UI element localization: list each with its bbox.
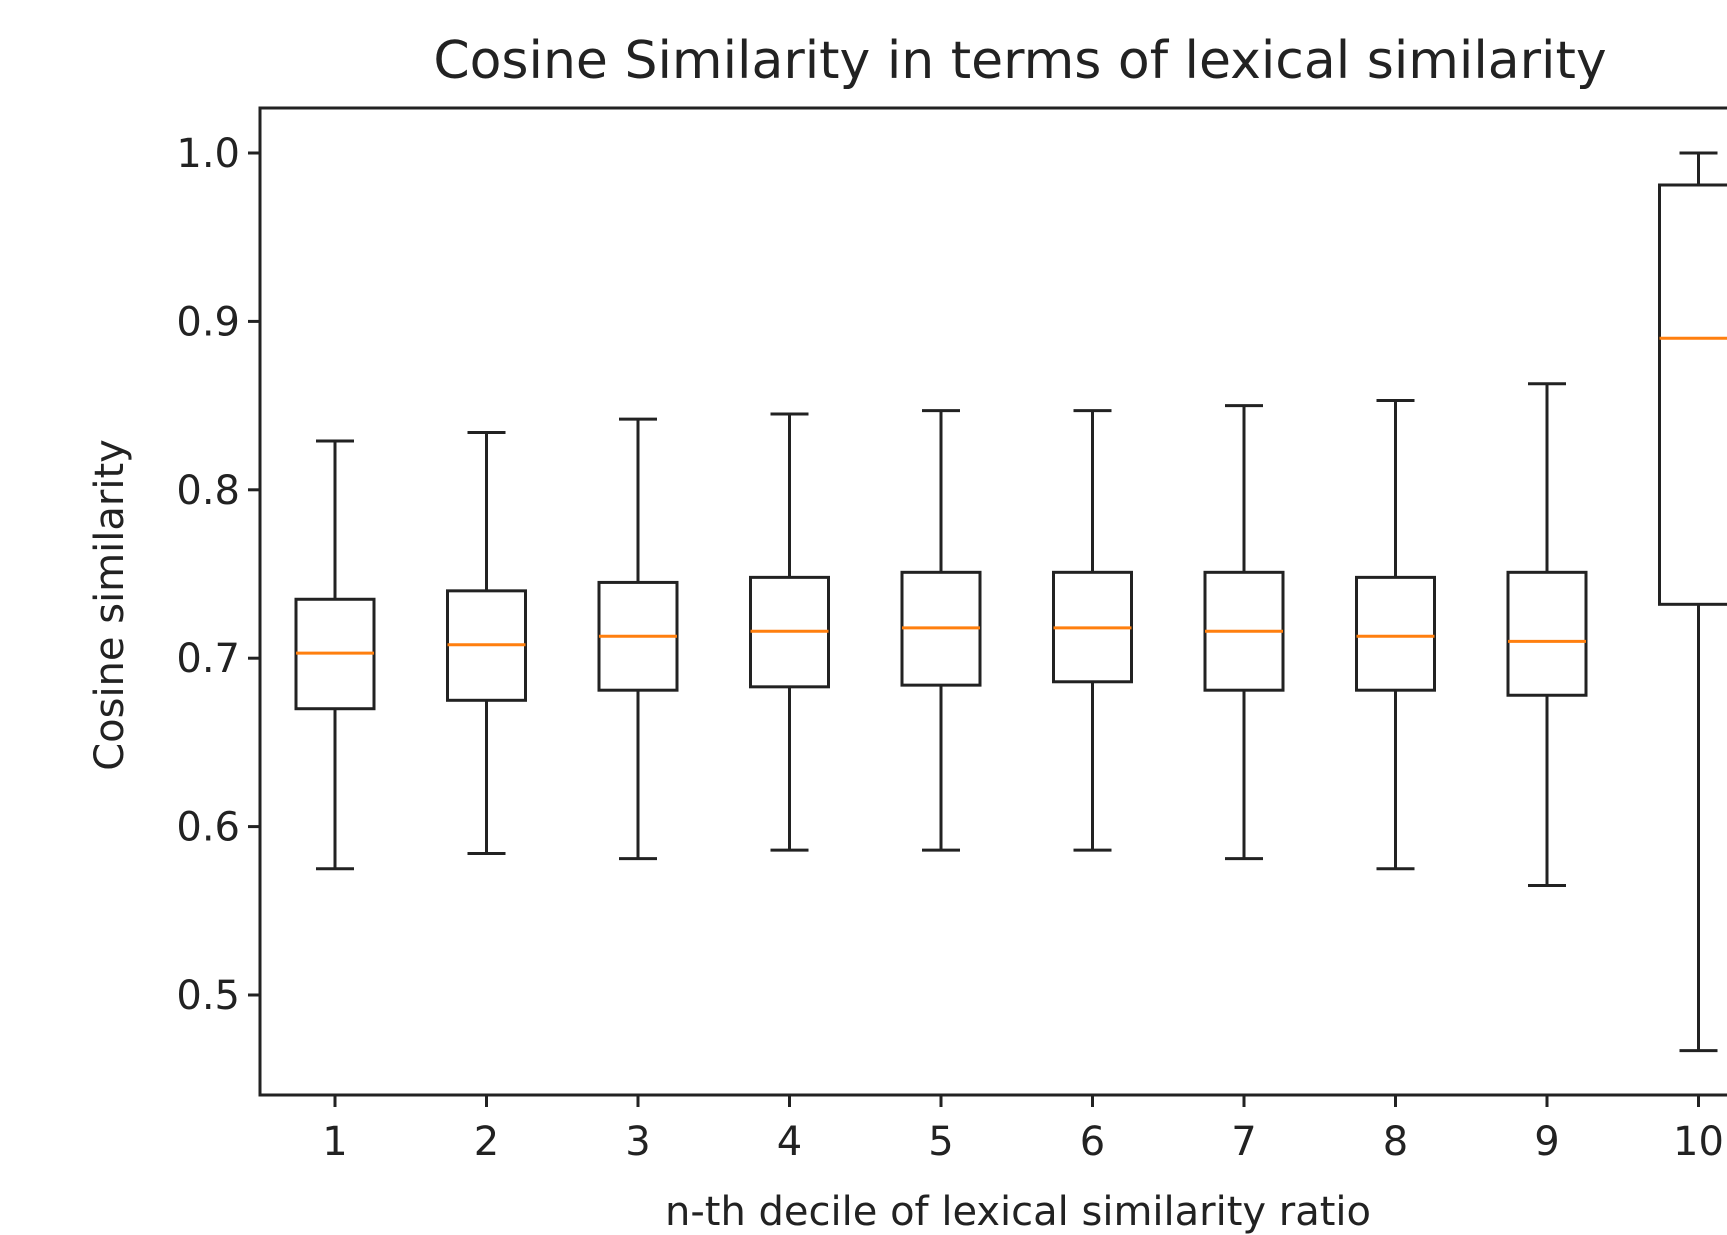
y-tick-label: 0.5 <box>176 973 240 1019</box>
chart-title: Cosine Similarity in terms of lexical si… <box>433 31 1606 91</box>
plot-frame <box>258 106 1727 1097</box>
box-decile-1 <box>294 439 376 871</box>
plot-area: 0.5 0.6 0.7 0.8 0.9 1.0 1 2 3 4 5 6 7 8 9 10 <box>176 106 1727 1165</box>
box-decile-10 <box>1658 151 1727 1053</box>
box-decile-2 <box>446 431 527 856</box>
x-axis-label: n-th decile of lexical similarity ratio <box>665 1189 1371 1235</box>
box-decile-8 <box>1355 399 1436 871</box>
x-tick-label: 5 <box>928 1119 953 1165</box>
x-tick-label: 2 <box>474 1119 499 1165</box>
x-tick-label: 7 <box>1231 1119 1256 1165</box>
iqr-box <box>1658 183 1727 606</box>
x-tick-label: 3 <box>625 1119 650 1165</box>
x-tick-label: 4 <box>777 1119 802 1165</box>
box-decile-4 <box>749 412 830 852</box>
box-decile-9 <box>1506 382 1588 888</box>
y-tick-label: 1.0 <box>176 131 240 177</box>
box-decile-5 <box>900 409 982 852</box>
x-tick-label: 9 <box>1534 1119 1559 1165</box>
iqr-box <box>1355 575 1436 692</box>
y-tick-label: 0.6 <box>176 805 240 851</box>
x-tick-label: 10 <box>1673 1119 1724 1165</box>
box-decile-3 <box>597 417 679 861</box>
y-tick-label: 0.9 <box>176 299 240 345</box>
y-tick-label: 0.7 <box>176 636 240 682</box>
x-tick-label: 1 <box>322 1119 347 1165</box>
y-tick-label: 0.8 <box>176 468 240 514</box>
iqr-box <box>1506 570 1588 697</box>
x-tick-label: 8 <box>1383 1119 1408 1165</box>
x-tick-label: 6 <box>1080 1119 1105 1165</box>
y-axis-label: Cosine similarity <box>87 439 133 771</box>
box-decile-7 <box>1203 404 1285 861</box>
box-decile-6 <box>1052 409 1133 852</box>
